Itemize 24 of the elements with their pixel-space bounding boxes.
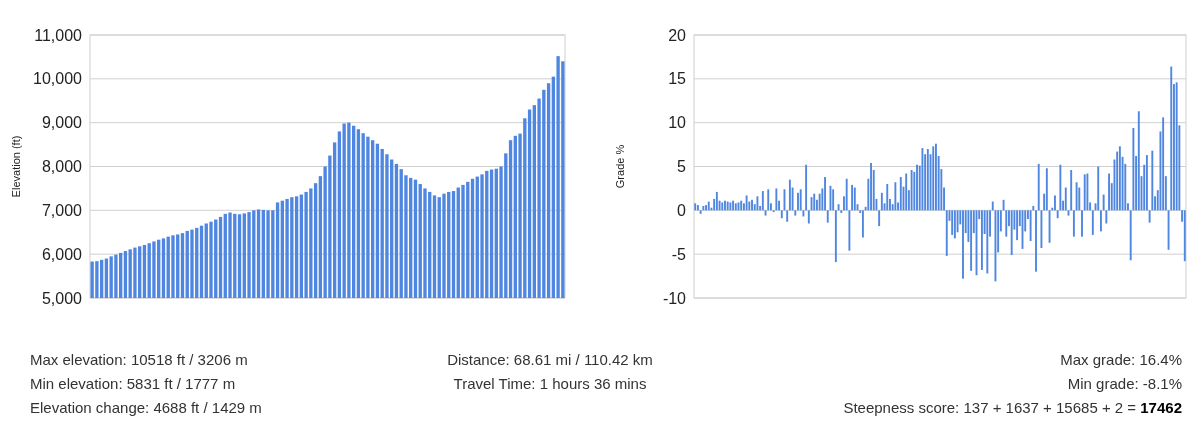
y-tick-label: 7,000: [41, 201, 83, 219]
y-tick-label: 10: [668, 114, 687, 132]
y-tick-label: -10: [662, 289, 687, 307]
y-tick-label: 10,000: [33, 70, 83, 88]
text: Travel Time: 1 hours 36 mins: [453, 375, 647, 392]
y-tick-label: 6,000: [41, 245, 83, 263]
y-tick-label: 5,000: [41, 289, 83, 307]
text: Max grade: 16.4%: [1060, 351, 1182, 368]
text: Max elevation: 10518 ft / 3206 m: [30, 351, 248, 368]
text: Distance: 68.61 mi / 110.42 km: [447, 351, 653, 368]
y-axis-title: Elevation (ft): [10, 135, 22, 198]
y-tick-label: 15: [668, 70, 687, 88]
y-tick-label: 11,000: [34, 26, 83, 44]
y-axis-title: Grade %: [614, 144, 626, 189]
y-tick-label: 5: [677, 158, 687, 176]
y-tick-label: -5: [671, 245, 687, 263]
text: Elevation change: 4688 ft / 1429 m: [30, 399, 262, 416]
text: Steepness score: 137 + 1637 + 15685 + 2 = 17462: [843, 399, 1182, 416]
y-tick-label: 20: [668, 26, 687, 44]
y-tick-label: 8,000: [41, 158, 83, 176]
y-tick-label: 9,000: [41, 114, 83, 132]
y-tick-label: 0: [677, 201, 687, 219]
text: Min grade: -8.1%: [1067, 375, 1182, 392]
text: Min elevation: 5831 ft / 1777 m: [30, 375, 236, 392]
